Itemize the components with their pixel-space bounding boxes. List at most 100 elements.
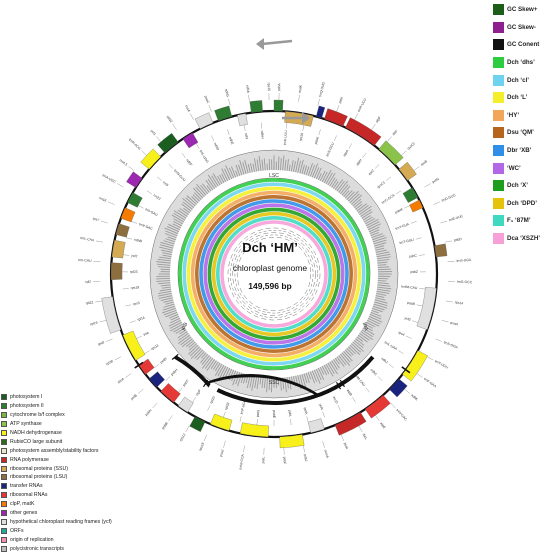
legend-item: ‘WC’	[493, 159, 543, 177]
gene-label: ndhA	[245, 85, 250, 94]
key-label: NADH dehydrogenase	[10, 430, 62, 436]
gene-leader	[173, 124, 177, 130]
gene-label: ndhH	[260, 130, 265, 139]
gene-label: atpF	[375, 116, 382, 124]
gene-label: rps19	[130, 285, 139, 290]
gene-label: accD	[332, 396, 339, 405]
gene-leader	[412, 321, 418, 323]
legend-label: GC Skew+	[507, 6, 537, 13]
gene-label: psaJ	[219, 449, 225, 457]
gene-label: rpl36	[105, 359, 114, 366]
key-swatch	[1, 457, 7, 463]
gc-bar	[278, 156, 279, 170]
gene-leader	[207, 405, 210, 410]
key-label: cytochrome b/f complex	[10, 412, 65, 418]
gene-leader	[209, 105, 212, 112]
key-label: origin of replication	[10, 537, 54, 543]
gene-label: rps15	[267, 83, 271, 92]
gene-leader	[182, 153, 186, 158]
legend-swatch	[493, 75, 504, 86]
genome-length: 149,596 bp	[248, 281, 291, 291]
gene-label: psbA	[277, 83, 281, 92]
gene-label: trnF-GAA	[423, 377, 438, 389]
key-swatch	[1, 528, 7, 534]
gc-bar	[378, 269, 391, 270]
gene-label: trnT-GGU	[399, 238, 415, 246]
gene-label: rpoC1	[376, 180, 386, 189]
legend-label: ‘HY’	[507, 112, 519, 119]
gene-leader	[323, 412, 325, 418]
gene-leader	[96, 241, 103, 242]
gene-leader	[228, 99, 230, 106]
legend-item: Dch ‘X’	[493, 177, 543, 195]
gene-block	[210, 414, 232, 431]
gene-label: petD	[159, 356, 168, 364]
comparison-rings	[178, 178, 370, 370]
gene-leader	[211, 135, 213, 140]
gene-leader	[442, 320, 449, 322]
gene-label: trnY-GUA	[395, 222, 411, 231]
key-label: transfer RNAs	[10, 483, 43, 489]
gene-label: trnA-UGC	[102, 173, 117, 184]
key-swatch	[1, 448, 7, 454]
gene-leader	[138, 206, 143, 209]
gene-block	[190, 417, 205, 432]
gene-block	[237, 113, 247, 125]
gene-label: psbH	[170, 368, 179, 377]
gene-label: ndhF	[185, 158, 193, 167]
gene-leader	[240, 416, 241, 422]
gene-label: ycf3	[404, 316, 411, 322]
gene-leader	[125, 305, 131, 306]
gene-label: rps2	[368, 169, 376, 177]
legend-label: Dch ‘DPD’	[507, 200, 537, 207]
legend-swatch	[493, 92, 504, 103]
key-label: photosystem II	[10, 403, 44, 409]
gene-label: ndhJ	[380, 357, 388, 365]
gene-label: rpl16	[90, 321, 98, 327]
gene-leader	[391, 403, 396, 408]
gene-label: psbM	[394, 207, 403, 214]
gene-label: psbZ	[410, 270, 418, 274]
gene-block	[389, 379, 407, 397]
gene-leader	[125, 373, 131, 377]
gene-label: trnW-CCA	[238, 453, 245, 470]
gene-leader	[334, 135, 336, 140]
gene-label: psbI	[338, 96, 344, 103]
gene-leader	[349, 143, 352, 148]
gene-label: psbL	[288, 410, 293, 418]
gene-label: rrn4.5	[119, 158, 129, 167]
gene-label: rrn16	[98, 196, 107, 203]
gene-label: trnI-CAU	[78, 258, 92, 263]
key-swatch	[1, 466, 7, 472]
gene-block	[141, 149, 161, 169]
legend-item: Dch ‘cl’	[493, 71, 543, 89]
gene-leader	[411, 221, 417, 223]
key-swatch	[1, 510, 7, 516]
gene-leader	[100, 320, 107, 322]
gene-leader	[375, 164, 379, 168]
legend-swatch	[493, 39, 504, 50]
gene-leader	[401, 151, 406, 156]
gene-leader	[227, 129, 229, 135]
gene-label: ndhD	[213, 142, 220, 152]
key-item: hypothetical chloroplast reading frames …	[1, 517, 151, 526]
legend-item: GC Conent	[493, 36, 543, 54]
gene-label: rps16	[299, 132, 305, 141]
gene-leader	[419, 255, 425, 256]
gene-leader	[319, 129, 321, 135]
gene-leader	[417, 305, 423, 306]
gene-label: trnS-GGA	[443, 340, 459, 350]
legend-item: Dca ‘XSZH’	[493, 230, 543, 248]
gene-block	[214, 106, 231, 121]
gene-label: trnN-GUU	[173, 169, 187, 183]
gene-leader	[95, 301, 102, 302]
gene-label: psbD	[454, 237, 463, 242]
gene-leader	[398, 351, 403, 354]
gene-label: rbcL	[362, 433, 369, 441]
gene-label: ndhI	[244, 132, 249, 139]
gene-leader	[386, 177, 391, 181]
gene-label: cemA	[323, 449, 329, 459]
legend-swatch	[493, 163, 504, 174]
gene-leader	[375, 415, 379, 421]
gene-block	[417, 287, 437, 330]
